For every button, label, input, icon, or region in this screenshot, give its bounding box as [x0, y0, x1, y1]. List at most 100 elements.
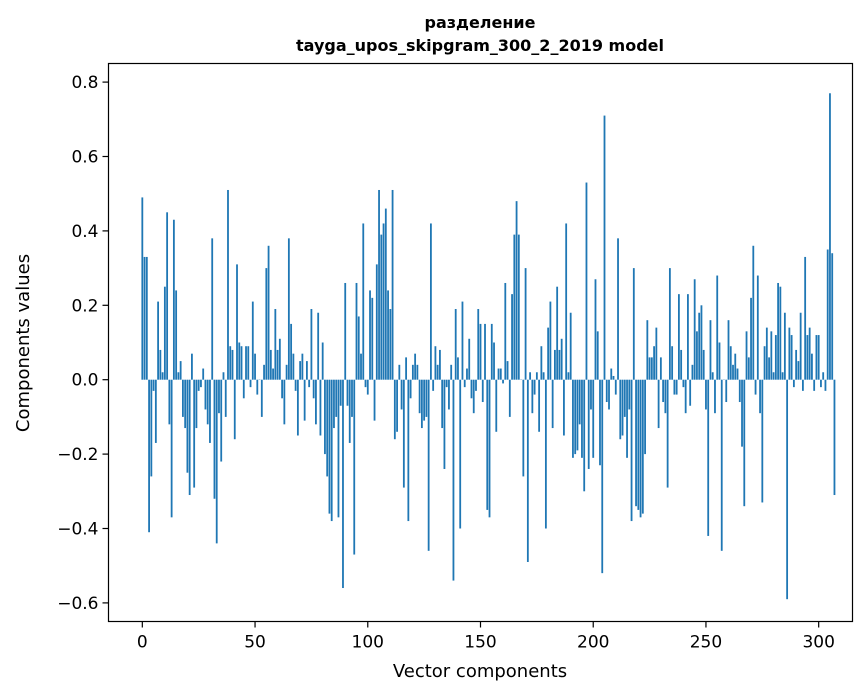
bar — [263, 364, 265, 380]
bar — [720, 379, 723, 551]
bar — [477, 309, 480, 380]
bar — [418, 379, 421, 414]
bar — [698, 312, 701, 380]
bar — [628, 379, 631, 410]
bar — [445, 379, 448, 388]
bar — [759, 379, 761, 414]
y-axis-ticks: 0.8 0.6 0.4 0.2 0.0 −0.2 −0.4 −0.6 — [57, 73, 109, 614]
bar — [328, 379, 331, 514]
bar — [389, 309, 392, 380]
bar — [150, 379, 153, 477]
bar — [461, 301, 464, 380]
bar — [215, 379, 218, 544]
bar — [560, 338, 563, 380]
y-tick-label: 0.8 — [71, 73, 98, 93]
bar — [583, 379, 586, 492]
bar — [709, 320, 712, 380]
bar — [179, 361, 182, 380]
bar — [770, 331, 773, 380]
bar — [820, 379, 822, 388]
bar — [544, 379, 547, 529]
bar — [792, 379, 795, 388]
bar — [833, 379, 836, 496]
bar — [587, 379, 590, 469]
bar — [621, 379, 624, 436]
bar — [414, 353, 417, 380]
bar — [630, 379, 633, 522]
bar — [502, 379, 504, 384]
bar — [308, 379, 311, 388]
bar — [206, 379, 209, 425]
bar — [402, 379, 405, 488]
bar — [337, 379, 340, 518]
y-tick-label: −0.6 — [57, 594, 98, 614]
bar — [574, 379, 577, 455]
bar — [211, 238, 214, 380]
bar — [287, 238, 290, 380]
bar — [565, 223, 568, 380]
bar — [380, 234, 383, 380]
bar — [831, 253, 834, 380]
bar — [553, 349, 556, 380]
bar — [605, 379, 608, 403]
x-tick-label: 200 — [577, 633, 609, 653]
chart-subtitle: tayga_upos_skipgram_300_2_2019 model — [296, 36, 664, 55]
bar — [556, 286, 559, 380]
bar — [641, 379, 644, 514]
bar — [305, 361, 308, 380]
x-tick-label: 150 — [464, 633, 496, 653]
bar — [623, 379, 626, 417]
y-tick-label: 0.2 — [71, 296, 98, 316]
bar — [276, 349, 279, 380]
bar — [691, 364, 694, 380]
bar — [197, 379, 200, 391]
bar — [569, 312, 572, 380]
bar — [443, 379, 446, 469]
bar — [296, 379, 299, 436]
bar — [148, 379, 150, 533]
bar — [346, 379, 349, 406]
bar — [795, 349, 798, 380]
bar — [161, 372, 164, 380]
bar — [547, 327, 550, 380]
bar — [689, 379, 692, 406]
bar — [427, 379, 430, 551]
bar — [666, 379, 669, 488]
bar — [506, 361, 509, 380]
bar — [396, 379, 398, 432]
bar — [154, 379, 157, 443]
bar — [251, 301, 254, 380]
bar — [743, 379, 746, 507]
bar — [472, 379, 475, 414]
bar — [233, 379, 236, 440]
bar — [617, 238, 619, 380]
bar — [801, 379, 804, 391]
bar — [675, 379, 678, 395]
bar — [384, 208, 387, 380]
bar — [797, 361, 800, 380]
bar — [265, 268, 268, 380]
bar — [303, 379, 306, 421]
bar — [170, 379, 173, 518]
bar — [718, 342, 721, 380]
bar — [594, 279, 597, 380]
bar — [799, 312, 802, 380]
bar — [673, 379, 676, 395]
bar — [319, 379, 322, 436]
y-tick-label: 0.4 — [71, 222, 98, 242]
bar — [524, 268, 527, 380]
bar — [292, 353, 295, 380]
bar — [657, 379, 660, 429]
bar — [335, 379, 338, 417]
bar — [601, 379, 604, 574]
bar — [281, 379, 284, 399]
bar — [222, 372, 225, 380]
bar — [750, 297, 752, 380]
bar — [333, 379, 335, 429]
bar — [351, 379, 353, 417]
bar — [468, 338, 471, 380]
chart-title: разделение — [424, 13, 535, 32]
bar — [238, 342, 241, 380]
